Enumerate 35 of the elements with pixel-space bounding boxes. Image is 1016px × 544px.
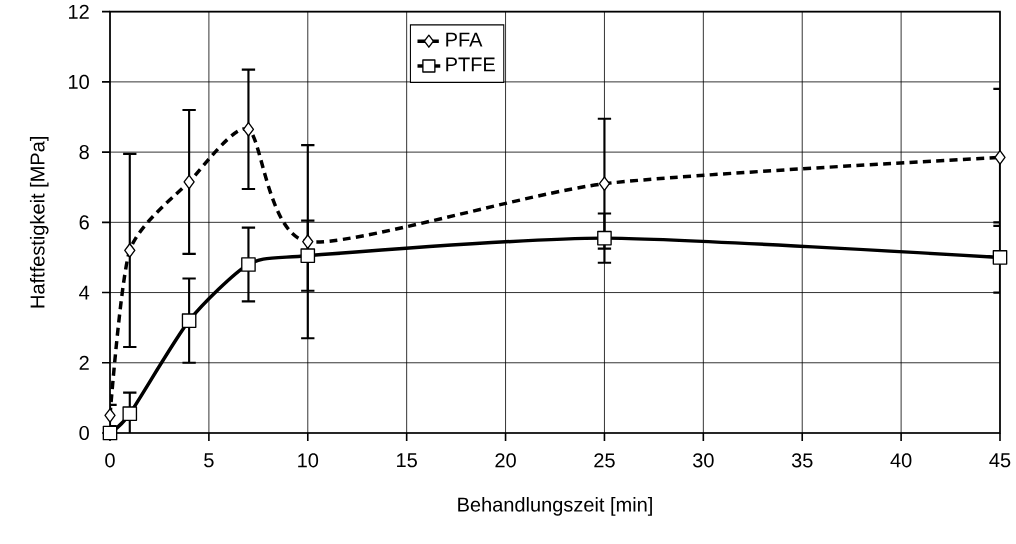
x-tick-label: 45 [989, 453, 1011, 468]
y-tick-label: 0 [79, 425, 89, 441]
point [242, 121, 255, 137]
y-tick-label: 6 [79, 215, 89, 230]
y-tick-label: 2 [79, 355, 89, 370]
x-tick-label: 40 [890, 453, 912, 468]
point [183, 174, 195, 190]
y-tick-label: 4 [79, 285, 90, 300]
point [992, 250, 1008, 265]
point [122, 406, 138, 422]
x-tick-label: 30 [692, 453, 714, 468]
x-tick-label: 0 [105, 453, 115, 468]
y-tick-label: 12 [69, 4, 89, 19]
x-tick-label: 5 [204, 453, 214, 468]
y-tick-label: 8 [79, 145, 89, 160]
point [124, 243, 136, 258]
x-tick-label: 20 [495, 453, 516, 468]
point [104, 408, 116, 423]
point [241, 257, 256, 272]
point [102, 425, 118, 441]
point [597, 230, 612, 246]
x-tick-label: 10 [298, 453, 319, 468]
point [598, 176, 611, 192]
point [994, 150, 1006, 165]
x-tick-label: 15 [397, 453, 417, 468]
x-tick-label: 35 [791, 453, 813, 468]
y-axis-title: Haftfestigkeit [MPa] [29, 137, 49, 308]
point [181, 313, 197, 328]
y-tick-label: 10 [69, 74, 89, 89]
legend-label: PFA [446, 32, 483, 47]
x-axis-title: Behandlungszeit [min] [458, 497, 652, 516]
legend-label: PTFE [446, 57, 495, 72]
point [300, 248, 316, 264]
x-tick-label: 25 [594, 453, 615, 468]
point [302, 234, 314, 249]
